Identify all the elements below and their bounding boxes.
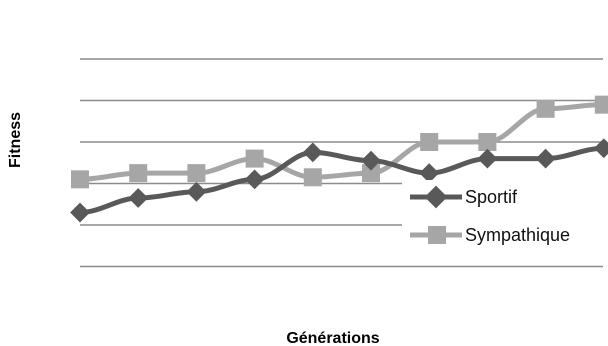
gridlines <box>80 58 603 268</box>
legend-marker-sympathique <box>428 226 446 244</box>
legend: Sportif Sympathique <box>402 180 608 260</box>
data-point-sportif-9 <box>535 148 556 169</box>
data-point-sportif-6 <box>361 150 381 171</box>
data-point-sympathique-1 <box>71 170 89 189</box>
legend-label-sportif: Sportif <box>465 187 518 207</box>
series-line-sympathique <box>79 102 604 182</box>
data-point-sportif-5 <box>302 142 323 163</box>
data-point-sympathique-5 <box>303 168 322 187</box>
data-point-sympathique-9 <box>536 99 555 118</box>
data-point-sportif-1 <box>70 202 90 223</box>
data-point-sympathique-8 <box>478 133 497 151</box>
data-point-sympathique-3 <box>187 164 206 183</box>
data-point-sportif-7 <box>419 163 440 184</box>
data-point-sympathique-6 <box>362 164 380 183</box>
y-axis-label: Fitness <box>7 112 24 168</box>
series-line-sportif <box>79 145 604 216</box>
data-point-sportif-3 <box>186 181 207 202</box>
data-point-sympathique-7 <box>420 133 439 151</box>
x-axis-label: Générations <box>286 330 379 346</box>
data-point-sympathique-10 <box>594 95 608 114</box>
data-point-sympathique-4 <box>245 149 264 168</box>
data-point-sportif-2 <box>128 188 149 208</box>
data-point-sportif-8 <box>477 148 498 169</box>
data-point-sportif-4 <box>244 169 265 190</box>
data-point-sympathique-2 <box>129 164 148 183</box>
legend-label-sympathique: Sympathique <box>465 225 570 245</box>
